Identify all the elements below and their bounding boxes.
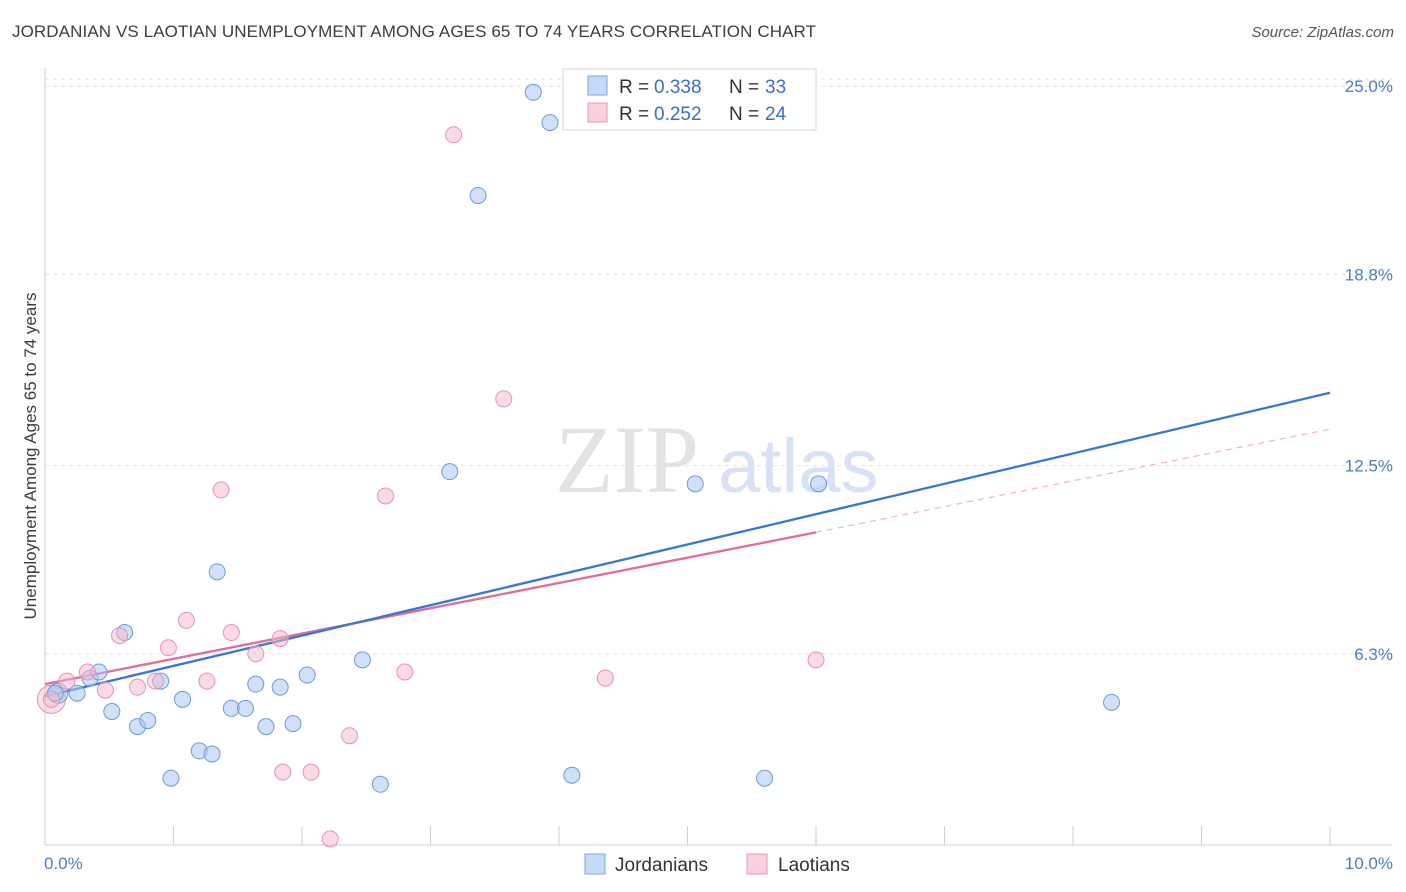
point-jordanians — [1103, 693, 1121, 711]
bottom-legend-swatch-laotians — [746, 853, 768, 875]
chart-source: Source: ZipAtlas.com — [1251, 24, 1394, 41]
point-laotians — [198, 672, 216, 690]
point-jordanians — [162, 769, 180, 787]
legend-swatch-laotians — [587, 102, 608, 123]
trend-lines — [44, 391, 1331, 698]
point-jordanians — [236, 699, 254, 717]
point-laotians — [274, 763, 292, 781]
point-jordanians — [686, 475, 704, 493]
y-tick-label: 18.8% — [1345, 265, 1393, 284]
legend-r-label-jordanians: R = — [619, 77, 649, 98]
legend-n-label-jordanians: N = — [729, 77, 759, 98]
point-laotians — [495, 390, 513, 408]
point-laotians — [111, 627, 129, 645]
axes — [44, 68, 1392, 846]
point-laotians — [222, 624, 240, 642]
point-jordanians — [247, 675, 265, 693]
point-laotians — [596, 669, 614, 687]
point-laotians — [159, 639, 177, 657]
point-jordanians — [353, 651, 371, 669]
trend-line-jordanians — [44, 391, 1331, 698]
point-laotians — [321, 830, 339, 848]
series-legend: Jordanians Laotians — [584, 853, 850, 876]
point-jordanians — [222, 699, 240, 717]
point-jordanians — [284, 715, 302, 733]
point-laotians — [78, 663, 96, 681]
point-jordanians — [756, 769, 774, 787]
legend-r-value-jordanians: 0.338 — [654, 77, 702, 98]
legend-n-value-laotians: 24 — [765, 104, 787, 125]
point-jordanians — [271, 678, 289, 696]
point-laotians — [807, 651, 825, 669]
legend-r-value-laotians: 0.252 — [654, 104, 702, 125]
bottom-legend-swatch-jordanians — [584, 853, 606, 875]
point-laotians — [96, 681, 114, 699]
point-laotians — [445, 126, 463, 144]
x-tick-label-min: 0.0% — [44, 854, 83, 873]
point-laotians — [247, 645, 265, 663]
y-axis-label: Unemployment Among Ages 65 to 74 years — [21, 293, 40, 620]
trend-line-laotians — [44, 531, 817, 686]
legend-n-label-laotians: N = — [729, 104, 759, 125]
point-jordanians — [541, 114, 559, 132]
point-laotians — [58, 672, 76, 690]
point-jordanians — [173, 690, 191, 708]
gridlines — [45, 78, 1392, 655]
point-jordanians — [298, 666, 316, 684]
point-jordanians — [139, 712, 157, 730]
point-jordanians — [103, 702, 121, 720]
stats-legend: R = 0.338 N = 33 R = 0.252 N = 24 — [562, 68, 817, 131]
chart-title: JORDANIAN VS LAOTIAN UNEMPLOYMENT AMONG … — [12, 22, 817, 41]
point-laotians — [42, 690, 60, 708]
point-laotians — [341, 727, 359, 745]
point-laotians — [302, 763, 320, 781]
point-laotians — [396, 663, 414, 681]
x-tick-label-max: 10.0% — [1345, 854, 1393, 873]
legend-n-value-jordanians: 33 — [765, 77, 786, 98]
watermark: ZIP atlas — [555, 406, 879, 513]
point-laotians — [377, 487, 395, 505]
point-jordanians — [203, 745, 221, 763]
point-laotians — [212, 481, 230, 499]
point-laotians — [147, 672, 165, 690]
point-jordanians — [524, 83, 542, 101]
y-tick-labels: 6.3% 12.5% 18.8% 25.0% — [1345, 77, 1393, 664]
point-laotians — [129, 678, 147, 696]
point-jordanians — [441, 463, 459, 481]
point-jordanians — [469, 186, 487, 204]
point-jordanians — [371, 775, 389, 793]
point-jordanians — [208, 563, 226, 581]
watermark-zip: ZIP — [555, 406, 699, 513]
point-jordanians — [563, 766, 581, 784]
y-tick-label: 25.0% — [1345, 77, 1393, 96]
trend-line-laotians-extension — [815, 428, 1331, 533]
y-tick-label: 6.3% — [1354, 645, 1393, 664]
point-laotians — [177, 611, 195, 629]
point-jordanians — [810, 475, 828, 493]
data-points — [36, 83, 1121, 848]
point-jordanians — [257, 718, 275, 736]
bottom-legend-label-jordanians: Jordanians — [615, 855, 708, 876]
legend-swatch-jordanians — [587, 75, 608, 96]
y-tick-label: 12.5% — [1345, 457, 1393, 476]
legend-r-label-laotians: R = — [619, 104, 649, 125]
bottom-legend-label-laotians: Laotians — [778, 855, 850, 876]
watermark-atlas: atlas — [718, 424, 879, 509]
point-laotians — [271, 630, 289, 648]
point-jordanians — [68, 684, 86, 702]
x-ticks — [173, 826, 1331, 845]
